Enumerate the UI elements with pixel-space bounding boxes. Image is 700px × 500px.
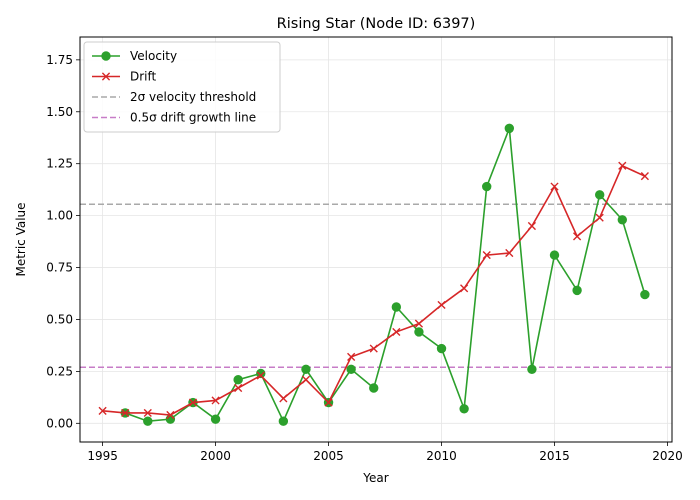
data-point (640, 289, 650, 300)
data-point (166, 410, 175, 420)
y-tick-label: 0.25 (46, 364, 73, 378)
data-point (436, 343, 447, 354)
series-drift (98, 161, 649, 420)
data-point (234, 383, 243, 393)
y-tick-label: 0.75 (46, 261, 73, 275)
data-point (550, 182, 559, 191)
data-point (301, 375, 311, 384)
data-point (527, 221, 537, 231)
series-velocity (120, 123, 650, 426)
legend-entry: Velocity (92, 49, 177, 63)
legend-entry: 2σ velocity threshold (92, 90, 256, 104)
x-axis-label: Year (362, 471, 388, 485)
data-point (572, 285, 582, 296)
x-tick-label: 2015 (539, 449, 570, 463)
data-point (437, 300, 446, 310)
data-point (460, 284, 469, 293)
x-tick-label: 2010 (426, 449, 457, 463)
data-point (369, 344, 378, 353)
series-line (102, 164, 646, 416)
data-point (392, 327, 401, 337)
legend-label: Drift (130, 70, 157, 84)
legend-box (83, 41, 281, 133)
data-point (143, 408, 152, 418)
x-tick-label: 2000 (200, 449, 231, 463)
y-axis-ticks: 0.00 0.25 0.50 0.75 1.00 1.25 1.50 1.75 (46, 53, 80, 430)
data-point (595, 213, 604, 222)
data-point (210, 414, 221, 424)
data-point (278, 416, 289, 426)
legend-entry: 0.5σ drift growth line (92, 111, 256, 125)
data-point (594, 190, 605, 200)
data-point (640, 172, 649, 181)
legend-entry: Drift (92, 70, 157, 84)
data-point (527, 364, 537, 375)
data-point (346, 364, 356, 375)
data-point (391, 302, 402, 312)
y-tick-label: 1.50 (46, 105, 73, 119)
series-line (124, 128, 646, 424)
data-point (573, 232, 582, 241)
data-point (369, 383, 379, 393)
data-point (188, 398, 198, 407)
data-point (347, 352, 356, 361)
data-point (618, 161, 627, 170)
x-tick-label: 2020 (652, 449, 683, 463)
x-tick-label: 2005 (313, 449, 344, 463)
data-point (233, 374, 243, 385)
data-point (256, 371, 265, 380)
y-tick-label: 1.75 (46, 53, 73, 67)
chart-title: Rising Star (Node ID: 6397) (277, 16, 476, 32)
data-point (301, 364, 311, 375)
data-point (617, 215, 627, 225)
data-point (505, 248, 514, 258)
x-axis-ticks: 1995 2000 2005 2010 2015 2020 (87, 442, 683, 463)
legend: Velocity Drift 2σ velocity threshold 0.5σ d… (83, 41, 281, 133)
data-point (211, 396, 220, 405)
y-tick-label: 0.00 (46, 416, 73, 430)
data-point (482, 250, 491, 260)
legend-label: 2σ velocity threshold (130, 90, 256, 104)
y-axis-label: Metric Value (14, 202, 28, 276)
grid (80, 37, 672, 442)
series-layer (98, 123, 650, 426)
y-tick-label: 1.25 (46, 157, 73, 171)
reference-lines (80, 203, 672, 368)
data-point (414, 327, 424, 337)
legend-label: 0.5σ drift growth line (130, 111, 256, 125)
data-point (98, 406, 107, 415)
data-point (414, 319, 424, 328)
x-tick-label: 1995 (87, 449, 118, 463)
data-point (504, 123, 515, 134)
y-tick-label: 0.50 (46, 312, 73, 326)
data-point (143, 416, 153, 426)
data-point (101, 72, 111, 81)
data-point (101, 51, 111, 61)
data-point (121, 408, 130, 418)
data-point (549, 250, 560, 260)
data-point (482, 181, 492, 192)
data-point (256, 368, 266, 379)
y-tick-label: 1.00 (46, 209, 73, 223)
data-point (279, 394, 288, 403)
data-point (459, 404, 469, 414)
legend-label: Velocity (130, 49, 177, 63)
data-point (165, 414, 176, 424)
data-point (324, 398, 333, 407)
plot-frame (79, 36, 673, 443)
